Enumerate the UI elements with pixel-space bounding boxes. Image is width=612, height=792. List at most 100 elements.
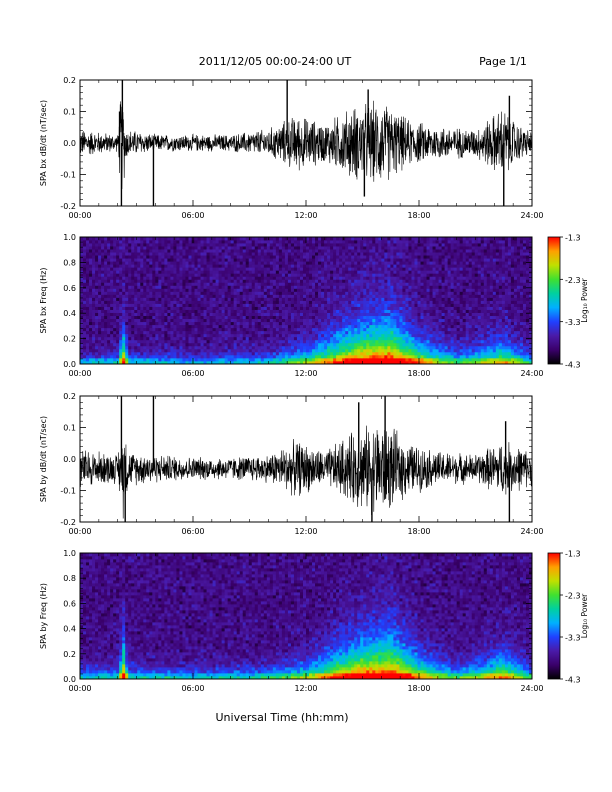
spectrogram-cell — [420, 300, 424, 304]
spectrogram-cell — [98, 249, 102, 253]
spectrogram-cell — [173, 303, 177, 307]
spectrogram-cell — [197, 360, 201, 365]
spectrogram-cell — [101, 294, 105, 298]
spectrogram-cell — [408, 336, 412, 341]
spectrogram-cell — [299, 270, 304, 274]
spectrogram-cell — [248, 276, 253, 280]
spectrogram-cell — [414, 279, 418, 283]
spectrogram-cell — [194, 318, 198, 323]
spectrogram-cell — [345, 327, 349, 332]
spectrogram-cell — [321, 282, 325, 286]
spectrogram-cell — [230, 261, 235, 265]
spectrogram-cell — [167, 285, 171, 289]
spectrogram-cell — [281, 348, 286, 353]
spectrogram-cell — [260, 354, 265, 359]
spectrogram-cell — [351, 318, 355, 323]
spectrogram-cell — [203, 255, 207, 259]
spectrogram-cell — [209, 252, 213, 256]
spectrogram-cell — [254, 306, 259, 310]
spectrogram-cell — [378, 342, 382, 347]
spectrogram-cell — [137, 243, 141, 247]
spectrogram-cell — [152, 291, 156, 295]
spectrogram-cell — [257, 252, 262, 256]
spectrogram-cell — [423, 240, 427, 244]
spectrogram-cell — [116, 354, 120, 359]
spectrogram-cell — [179, 312, 183, 317]
spectrogram-cell — [107, 321, 111, 326]
spectrogram-cell — [318, 345, 322, 350]
spectrogram-cell — [399, 240, 403, 244]
spectrogram-cell — [390, 282, 394, 286]
spectrogram-cell — [278, 336, 283, 341]
spectrogram-cell — [318, 312, 322, 317]
spectrogram-cell — [104, 252, 108, 256]
spectrogram-cell — [167, 336, 171, 341]
spectrogram-cell — [411, 354, 415, 359]
spectrogram-cell — [224, 252, 229, 256]
spectrogram-cell — [218, 285, 223, 289]
spectrogram-cell — [146, 339, 150, 344]
spectrogram-cell — [417, 252, 421, 256]
spectrogram-cell — [318, 357, 322, 362]
spectrogram-cell — [137, 240, 141, 244]
spectrogram-cell — [414, 273, 418, 277]
spectrogram-cell — [363, 288, 367, 292]
spectrogram-cell — [351, 237, 355, 241]
spectrogram-cell — [164, 342, 168, 347]
spectrogram-cell — [200, 264, 204, 268]
spectrogram-cell — [206, 360, 210, 365]
spectrogram-cell — [402, 291, 406, 295]
spectrogram-cell — [179, 306, 183, 310]
spectrogram-cell — [125, 354, 129, 359]
spectrogram-cell — [185, 258, 189, 262]
spectrogram-cell — [158, 324, 162, 329]
spectrogram-cell — [333, 330, 337, 335]
spectrogram-cell — [312, 273, 316, 277]
spectrogram-cell — [348, 276, 352, 280]
spectrogram-cell — [417, 255, 421, 259]
spectrogram-cell — [245, 324, 250, 329]
spectrogram-cell — [315, 300, 319, 304]
spectrogram-cell — [236, 354, 241, 359]
spectrogram-cell — [266, 330, 271, 335]
spectrogram-cell — [158, 273, 162, 277]
spectrogram-cell — [275, 330, 280, 335]
spectrogram-cell — [426, 342, 430, 347]
spectrogram-cell — [390, 354, 394, 359]
spectrogram-cell — [155, 297, 159, 301]
spectrogram-cell — [411, 279, 415, 283]
spectrogram-cell — [227, 306, 232, 310]
spectrogram-cell — [86, 249, 90, 253]
spectrogram-cell — [414, 318, 418, 323]
spectrogram-cell — [318, 303, 322, 307]
spectrogram-cell — [393, 357, 397, 362]
spectrogram-cell — [89, 270, 93, 274]
spectrogram-cell — [164, 264, 168, 268]
spectrogram-cell — [324, 264, 328, 268]
spectrogram-cell — [245, 333, 250, 338]
spectrogram-cell — [104, 360, 108, 365]
spectrogram-cell — [179, 324, 183, 329]
spectrogram-cell — [98, 240, 102, 244]
spectrogram-cell — [405, 327, 409, 332]
spectrogram-cell — [233, 324, 238, 329]
spectrogram-cell — [242, 309, 247, 313]
spectrogram-cell — [92, 348, 96, 353]
spectrogram-cell — [140, 318, 144, 323]
spectrogram-cell — [176, 273, 180, 277]
spectrogram-cell — [203, 273, 207, 277]
spectrogram-cell — [375, 282, 379, 286]
spectrogram-cell — [278, 309, 283, 313]
spectrogram-cell — [128, 327, 132, 332]
spectrogram-cell — [182, 258, 186, 262]
spectrogram-cell — [284, 333, 289, 338]
spectrogram-cell — [420, 303, 424, 307]
spectrogram-cell — [209, 246, 213, 250]
spectrogram-cell — [390, 357, 394, 362]
spectrogram-cell — [420, 249, 424, 253]
spectrogram-cell — [284, 288, 289, 292]
spectrogram-cell — [185, 324, 189, 329]
spectrogram-cell — [89, 345, 93, 350]
spectrogram-cell — [110, 291, 114, 295]
spectrogram-cell — [336, 249, 340, 253]
